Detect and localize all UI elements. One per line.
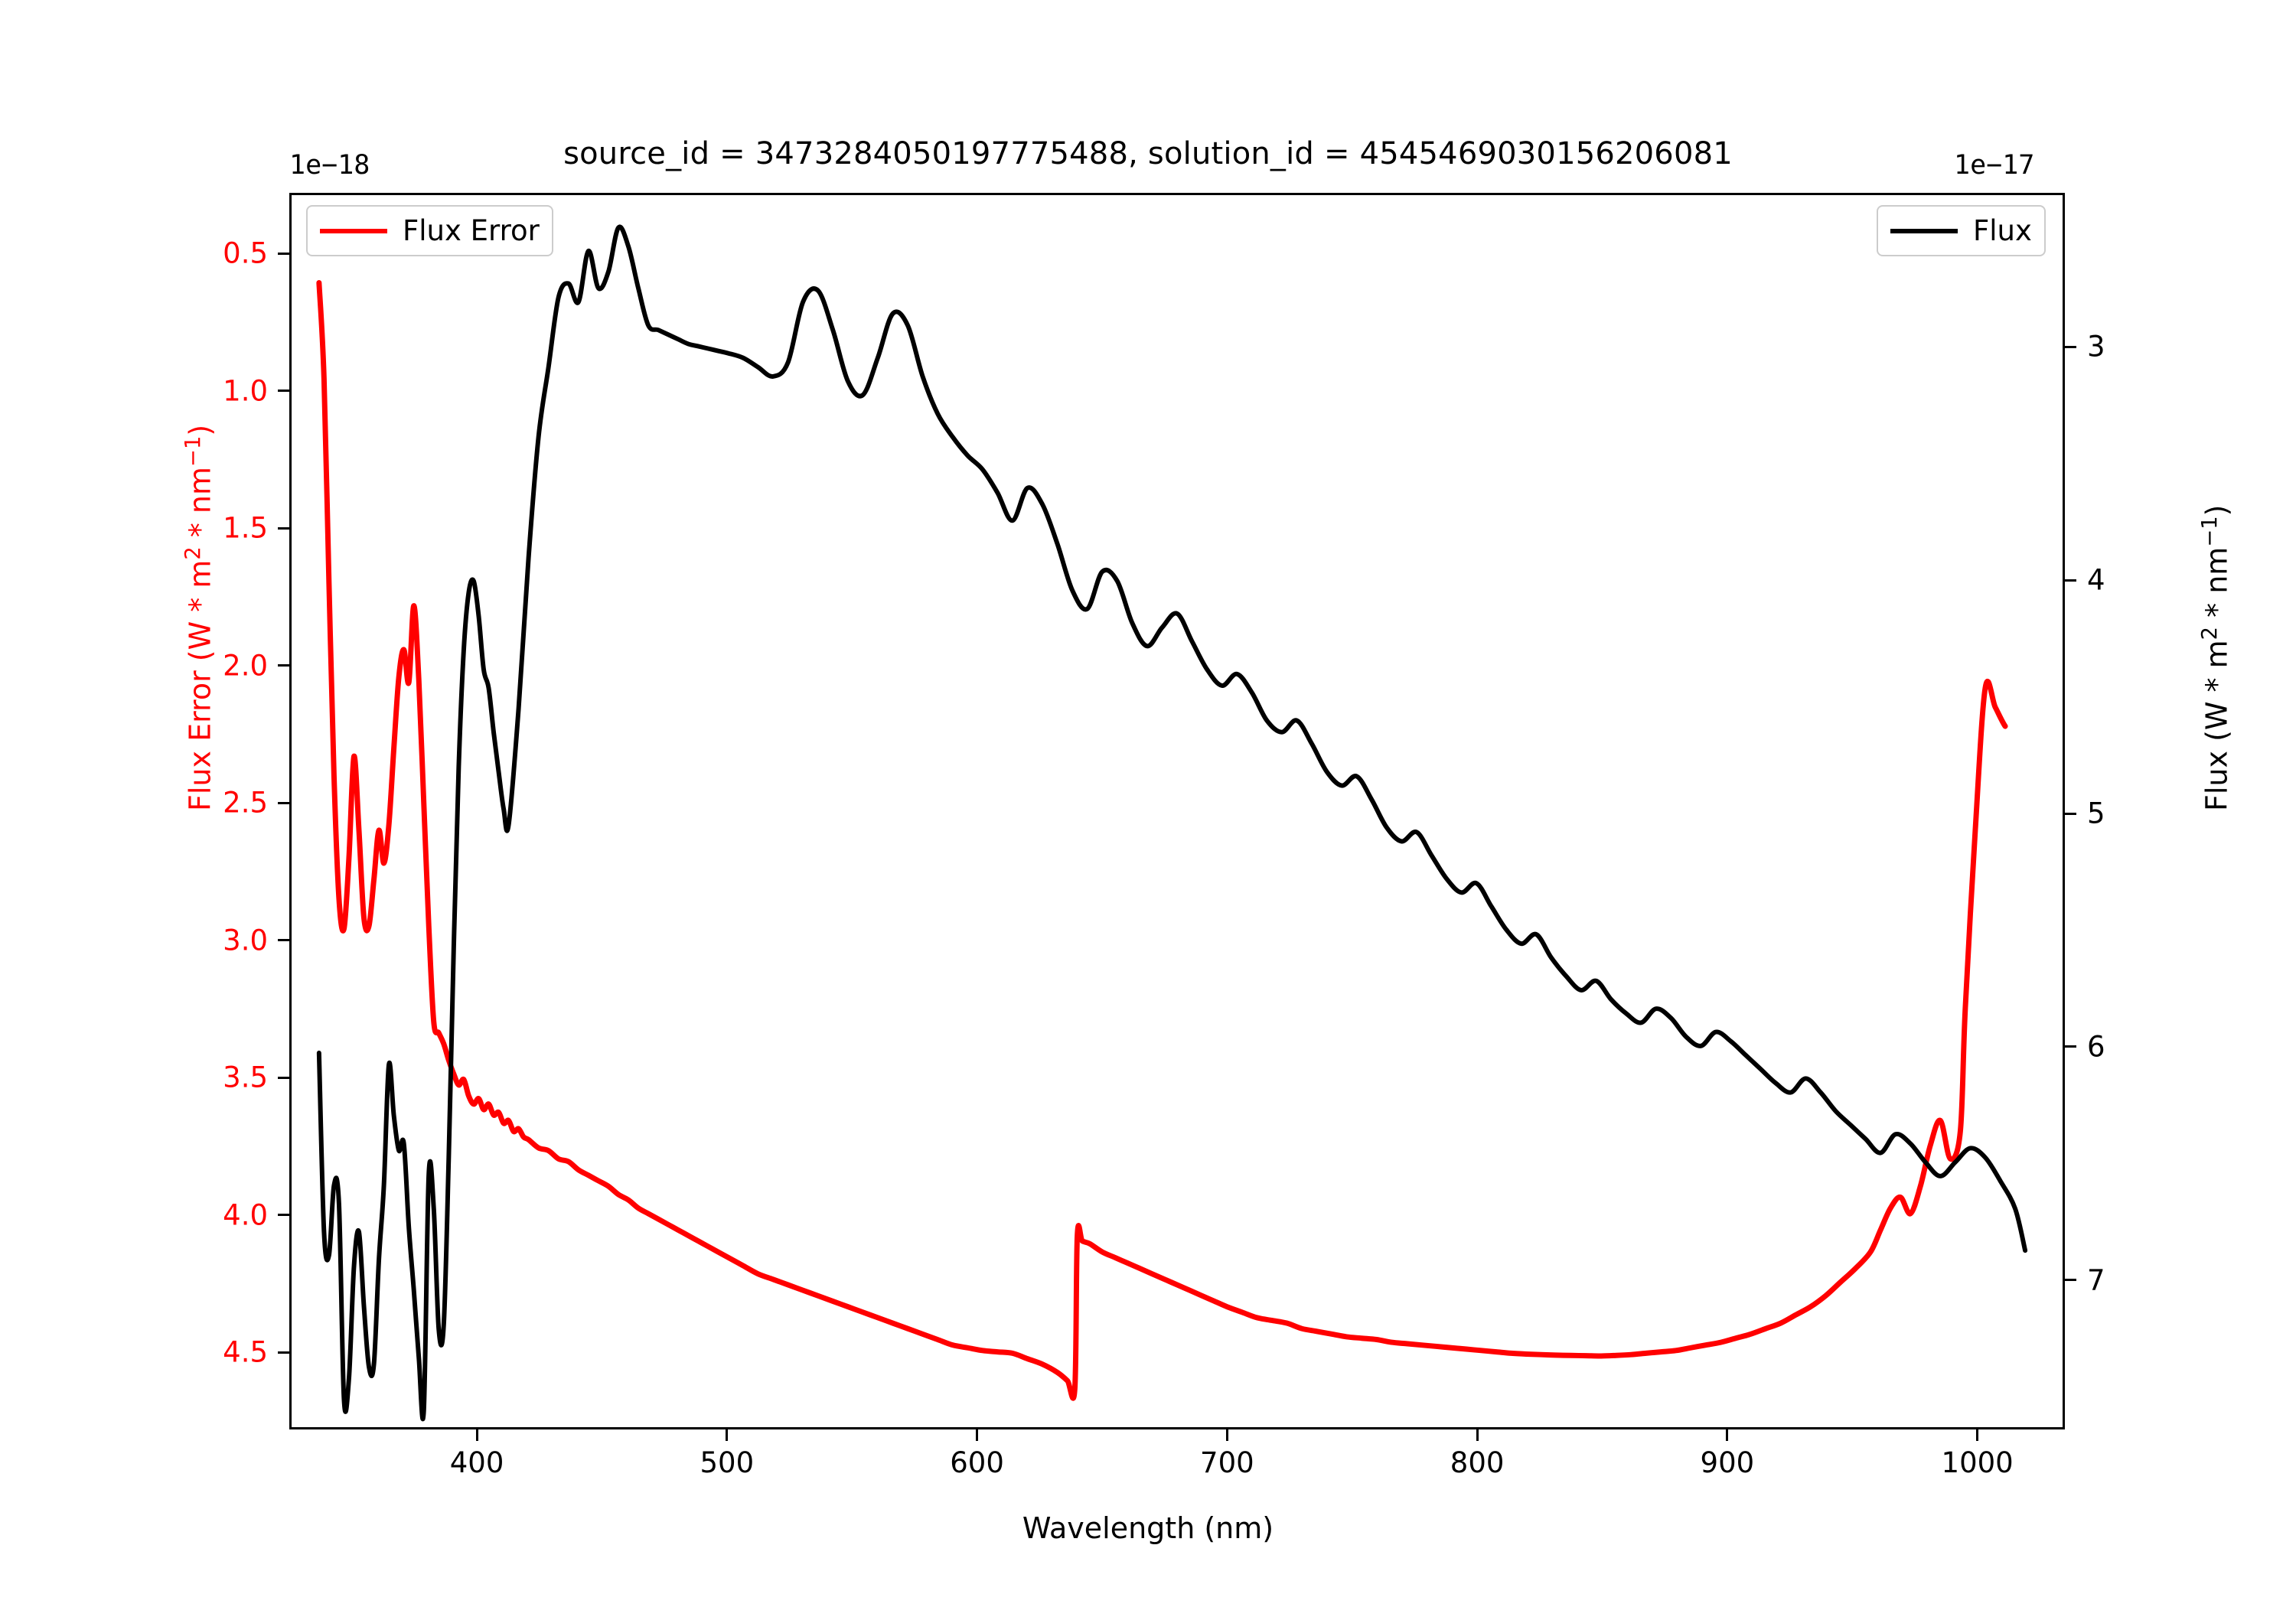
flux-error-legend[interactable]: Flux Error: [306, 205, 553, 256]
left-axis-offset-label: 1e−18: [289, 150, 370, 181]
right-y-tick-label: 5: [2087, 797, 2105, 830]
left-y-axis-label-sup2: −1: [181, 435, 205, 467]
right-y-tick-mark: [2063, 1279, 2076, 1282]
right-axis-offset-label: 1e−17: [1954, 150, 2035, 181]
left-y-axis-label-text: Flux Error (W * m: [183, 559, 217, 811]
x-tick-mark: [1726, 1427, 1729, 1441]
chart-title: source_id = 3473284050197775488, solutio…: [563, 136, 1733, 171]
right-y-axis-label: Flux (W * m2 * nm−1): [2198, 505, 2234, 812]
flux-curve: [316, 224, 2028, 1422]
right-y-tick-label: 7: [2087, 1263, 2105, 1297]
left-y-axis-label-mid: * nm: [183, 466, 217, 547]
left-y-tick-mark: [278, 390, 292, 393]
left-y-tick-label: 1.5: [223, 511, 268, 545]
right-y-tick-mark: [2063, 1045, 2076, 1048]
right-y-tick-label: 4: [2087, 563, 2105, 597]
left-y-axis-label-end: ): [183, 424, 217, 436]
left-y-tick-label: 2.0: [223, 649, 268, 683]
flux-legend-swatch: [1890, 228, 1958, 233]
left-y-tick-mark: [278, 252, 292, 255]
x-tick-mark: [1225, 1427, 1228, 1441]
x-tick-label: 1000: [1941, 1446, 2014, 1479]
right-y-axis-label-mid: * nm: [2200, 546, 2234, 627]
left-y-tick-mark: [278, 801, 292, 804]
x-tick-label: 800: [1450, 1446, 1505, 1479]
x-tick-label: 900: [1700, 1446, 1755, 1479]
left-y-tick-mark: [278, 939, 292, 942]
left-y-tick-label: 3.0: [223, 924, 268, 957]
flux-error-legend-swatch: [320, 228, 387, 233]
left-y-tick-label: 4.5: [223, 1335, 268, 1369]
left-y-tick-label: 4.0: [223, 1198, 268, 1232]
left-y-tick-mark: [278, 664, 292, 667]
left-y-tick-mark: [278, 526, 292, 530]
right-y-axis-label-sup2: −1: [2198, 516, 2222, 547]
right-y-axis-label-text: Flux (W * m: [2200, 640, 2234, 811]
right-y-tick-label: 6: [2087, 1030, 2105, 1064]
x-tick-label: 400: [449, 1446, 504, 1479]
left-y-axis-label: Flux Error (W * m2 * nm−1): [181, 425, 217, 811]
plot-area: [289, 193, 2065, 1429]
data-curves: [316, 224, 2028, 1422]
left-y-tick-label: 3.5: [223, 1061, 268, 1094]
right-y-tick-mark: [2063, 812, 2076, 815]
right-y-axis-label-end: ): [2200, 504, 2234, 517]
x-tick-mark: [1476, 1427, 1479, 1441]
right-y-tick-label: 3: [2087, 330, 2105, 363]
right-y-tick-mark: [2063, 345, 2076, 348]
right-y-axis-label-sup1: 2: [2198, 626, 2222, 641]
left-y-tick-label: 2.5: [223, 786, 268, 820]
x-tick-mark: [976, 1427, 979, 1441]
left-y-tick-mark: [278, 1214, 292, 1217]
x-tick-label: 600: [950, 1446, 1004, 1479]
right-y-tick-mark: [2063, 579, 2076, 582]
flux-legend[interactable]: Flux: [1877, 205, 2046, 256]
x-axis-label-text: Wavelength (nm): [1022, 1511, 1274, 1545]
x-tick-label: 700: [1200, 1446, 1254, 1479]
x-tick-mark: [1976, 1427, 1979, 1441]
flux-legend-label: Flux: [1973, 214, 2032, 247]
x-tick-label: 500: [700, 1446, 755, 1479]
flux-error-legend-label: Flux Error: [403, 214, 540, 247]
left-y-tick-mark: [278, 1351, 292, 1354]
left-y-tick-label: 1.0: [223, 374, 268, 408]
x-axis-label: Wavelength (nm): [0, 1511, 2296, 1545]
x-tick-mark: [475, 1427, 478, 1441]
left-y-axis-label-sup1: 2: [181, 546, 205, 560]
left-y-tick-label: 0.5: [223, 236, 268, 270]
flux-error-curve: [316, 280, 2008, 1401]
left-y-tick-mark: [278, 1076, 292, 1079]
x-tick-mark: [726, 1427, 729, 1441]
